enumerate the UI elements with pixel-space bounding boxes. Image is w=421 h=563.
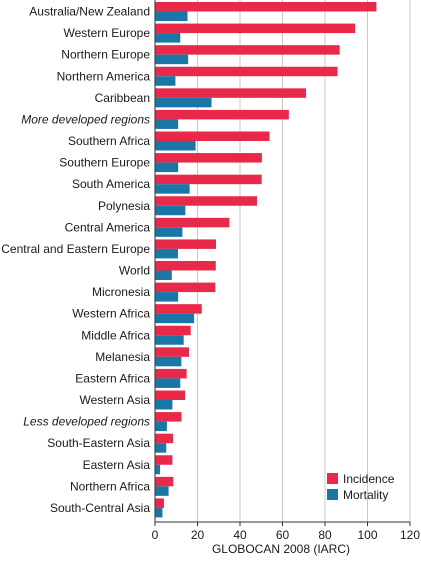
category-label-northern-africa: Northern Africa	[70, 479, 150, 493]
x-tick-label: 40	[233, 528, 247, 542]
legend-swatch-mortality	[327, 489, 338, 500]
x-axis: 0 20 40 60 80 100 120	[152, 0, 420, 542]
category-label-northern-america: Northern America	[57, 69, 151, 83]
x-axis-title: GLOBOCAN 2008 (IARC)	[212, 542, 350, 556]
bar-mortality-micronesia	[155, 292, 179, 302]
bar-incidence-northern-europe	[155, 45, 340, 55]
bar-incidence-western-africa	[155, 304, 202, 314]
x-tick-label: 80	[318, 528, 332, 542]
bar-incidence-southern-europe	[155, 153, 262, 163]
bar-mortality-south-america	[155, 184, 190, 194]
bar-mortality-less-developed-regions	[155, 421, 167, 432]
category-label-western-africa: Western Africa	[72, 307, 150, 321]
category-label-more-developed-regions: More developed regions	[21, 112, 150, 126]
category-label-western-asia: Western Asia	[80, 393, 151, 407]
category-label-central-america: Central America	[65, 220, 151, 234]
bar-incidence-eastern-asia	[155, 455, 173, 465]
category-label-caribbean: Caribbean	[95, 91, 150, 105]
bar-mortality-northern-europe	[155, 54, 189, 65]
bar-mortality-south-eastern-asia	[155, 443, 167, 453]
category-label-micronesia: Micronesia	[92, 285, 150, 299]
bar-incidence-middle-africa	[155, 325, 191, 336]
bar-incidence-northern-africa	[155, 476, 174, 487]
category-labels: Australia/New Zealand Western Europe North…	[1, 5, 150, 515]
x-tick-label: 20	[191, 528, 205, 542]
bar-incidence-caribbean	[155, 88, 307, 98]
bar-incidence-less-developed-regions	[155, 412, 182, 422]
category-label-middle-africa: Middle Africa	[81, 328, 150, 342]
bar-incidence-polynesia	[155, 196, 257, 206]
grid-lines	[197, 0, 411, 522]
bar-mortality-more-developed-regions	[155, 119, 179, 129]
bar-incidence-western-asia	[155, 390, 186, 400]
bar-mortality-polynesia	[155, 205, 186, 216]
bar-mortality-south-central-asia	[155, 507, 163, 518]
bar-incidence-central-america	[155, 217, 230, 228]
bar-mortality-middle-africa	[155, 335, 184, 345]
category-label-south-eastern-asia: South-Eastern Asia	[47, 436, 150, 450]
category-label-southern-europe: Southern Europe	[59, 156, 150, 170]
bar-incidence-western-europe	[155, 23, 356, 34]
bar-incidence-south-america	[155, 174, 262, 185]
bar-mortality-melanesia	[155, 356, 182, 367]
category-label-central-and-eastern-europe: Central and Eastern Europe	[1, 242, 150, 256]
bar-incidence-micronesia	[155, 282, 216, 293]
category-label-melanesia: Melanesia	[95, 350, 150, 364]
bar-mortality-caribbean	[155, 97, 212, 108]
legend: Incidence Mortality	[327, 472, 395, 502]
bar-incidence-south-eastern-asia	[155, 433, 174, 444]
category-label-eastern-asia: Eastern Asia	[83, 458, 151, 472]
bar-mortality-world	[155, 270, 172, 280]
bar-mortality-western-africa	[155, 313, 195, 324]
category-label-western-europe: Western Europe	[64, 26, 151, 40]
bar-mortality-northern-america	[155, 76, 176, 86]
category-label-south-central-asia: South-Central Asia	[50, 501, 150, 515]
category-label-northern-europe: Northern Europe	[61, 48, 150, 62]
x-tick-label: 60	[276, 528, 290, 542]
x-tick-label: 0	[152, 528, 159, 542]
bar-incidence-melanesia	[155, 347, 189, 357]
bar-incidence-world	[155, 261, 216, 271]
bar-mortality-eastern-africa	[155, 378, 181, 388]
category-label-world: World	[119, 264, 150, 278]
bar-incidence-southern-africa	[155, 131, 270, 141]
bar-mortality-southern-europe	[155, 162, 179, 173]
bar-mortality-southern-africa	[155, 141, 196, 151]
bar-mortality-western-asia	[155, 400, 173, 410]
x-tick-label: 100	[357, 528, 377, 542]
category-label-australia-new-zealand: Australia/New Zealand	[29, 5, 150, 19]
bar-incidence-eastern-africa	[155, 368, 187, 379]
bars	[155, 2, 377, 518]
bar-incidence-south-central-asia	[155, 498, 164, 508]
bar-mortality-australia-new-zealand	[155, 11, 188, 21]
legend-label-incidence: Incidence	[343, 472, 395, 486]
category-label-less-developed-regions: Less developed regions	[23, 415, 150, 429]
bar-mortality-western-europe	[155, 33, 181, 43]
category-label-eastern-africa: Eastern Africa	[75, 371, 150, 385]
bar-incidence-australia-new-zealand	[155, 2, 377, 12]
legend-swatch-incidence	[327, 473, 338, 484]
bar-incidence-northern-america	[155, 66, 338, 77]
bar-mortality-northern-africa	[155, 486, 169, 496]
category-label-polynesia: Polynesia	[98, 199, 150, 213]
legend-label-mortality: Mortality	[343, 488, 388, 502]
category-label-south-america: South America	[72, 177, 150, 191]
bar-incidence-more-developed-regions	[155, 109, 289, 120]
bar-mortality-central-and-eastern-europe	[155, 248, 178, 259]
x-tick-label: 120	[400, 528, 420, 542]
bar-mortality-central-america	[155, 227, 183, 237]
bar-mortality-eastern-asia	[155, 464, 161, 475]
category-label-southern-africa: Southern Africa	[68, 134, 150, 148]
bar-incidence-central-and-eastern-europe	[155, 239, 216, 249]
